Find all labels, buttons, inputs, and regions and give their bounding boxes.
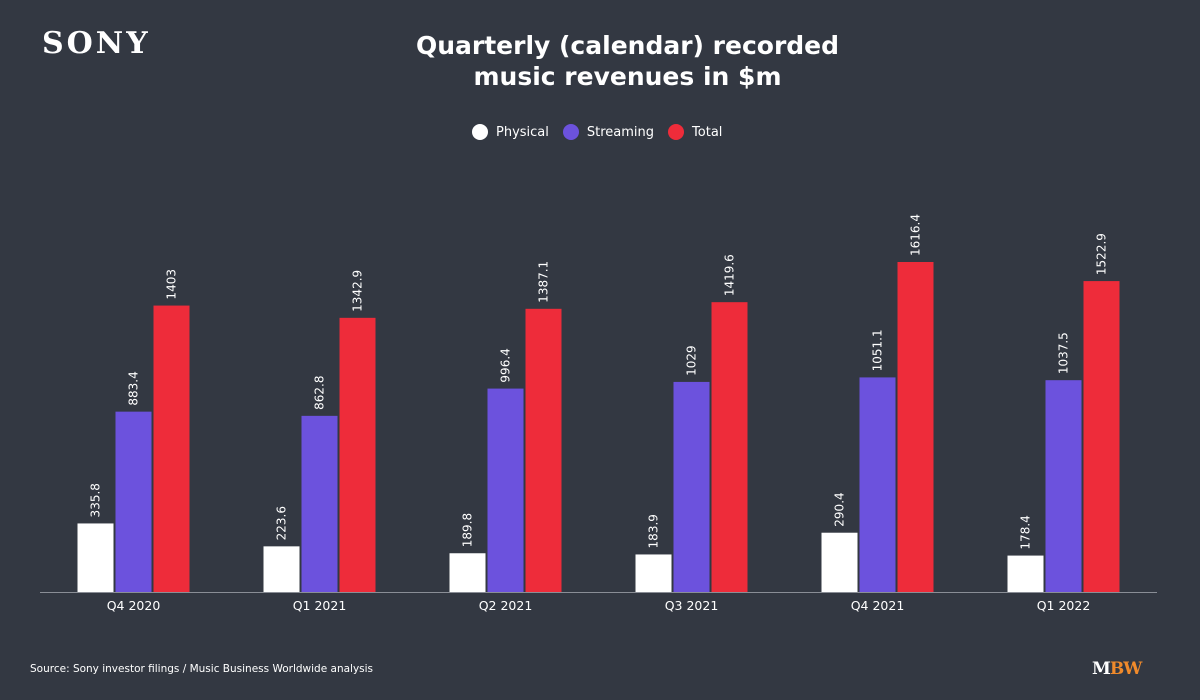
data-label-total-q1-2022: 1522.9 bbox=[1095, 233, 1109, 275]
bar-total-q1-2021[interactable] bbox=[339, 317, 376, 592]
x-tick-label: Q4 2021 bbox=[851, 598, 905, 613]
data-label-physical-q1-2021: 223.6 bbox=[275, 506, 289, 540]
bar-streaming-q2-2021[interactable] bbox=[487, 388, 524, 592]
data-label-streaming-q1-2021: 862.8 bbox=[313, 375, 327, 409]
data-label-total-q4-2020: 1403 bbox=[165, 269, 179, 300]
legend-dot-streaming bbox=[562, 124, 579, 140]
bar-physical-q1-2021[interactable] bbox=[263, 546, 300, 592]
chart-legend: Physical Streaming Total bbox=[472, 124, 736, 140]
data-label-streaming-q1-2022: 1037.5 bbox=[1057, 332, 1071, 374]
data-label-physical-q4-2021: 290.4 bbox=[833, 492, 847, 526]
data-label-physical-q1-2022: 178.4 bbox=[1019, 515, 1033, 549]
bar-physical-q4-2020[interactable] bbox=[77, 523, 114, 592]
data-label-streaming-q3-2021: 1029 bbox=[685, 345, 699, 376]
mbw-logo-bw: BW bbox=[1109, 659, 1142, 679]
legend-label-total: Total bbox=[692, 124, 723, 140]
data-label-streaming-q4-2020: 883.4 bbox=[127, 371, 141, 405]
bar-total-q3-2021[interactable] bbox=[711, 302, 748, 592]
bar-physical-q4-2021[interactable] bbox=[821, 532, 858, 592]
legend-item-physical[interactable]: Physical bbox=[472, 124, 549, 140]
x-tick-label: Q2 2021 bbox=[479, 598, 533, 613]
bar-total-q1-2022[interactable] bbox=[1083, 281, 1120, 592]
data-label-physical-q3-2021: 183.9 bbox=[647, 514, 661, 548]
legend-dot-physical bbox=[472, 124, 488, 140]
bar-streaming-q4-2020[interactable] bbox=[115, 411, 152, 592]
bar-physical-q2-2021[interactable] bbox=[449, 553, 486, 592]
legend-label-streaming: Streaming bbox=[586, 124, 655, 140]
legend-item-streaming[interactable]: Streaming bbox=[562, 124, 655, 140]
x-tick-label: Q4 2020 bbox=[107, 598, 161, 613]
bar-streaming-q3-2021[interactable] bbox=[673, 381, 710, 592]
x-tick-label: Q1 2021 bbox=[293, 598, 347, 613]
data-label-total-q2-2021: 1387.1 bbox=[537, 261, 551, 303]
x-tick-label: Q3 2021 bbox=[665, 598, 719, 613]
mbw-logo: MBW bbox=[1092, 659, 1142, 679]
data-label-total-q3-2021: 1419.6 bbox=[723, 254, 737, 296]
bar-physical-q3-2021[interactable] bbox=[635, 554, 672, 592]
bar-total-q4-2021[interactable] bbox=[897, 262, 934, 592]
bar-streaming-q1-2022[interactable] bbox=[1045, 380, 1082, 592]
chart-title-line-1: Quarterly (calendar) recorded bbox=[415, 31, 840, 60]
data-label-total-q4-2021: 1616.4 bbox=[909, 214, 923, 256]
mbw-logo-m: M bbox=[1092, 659, 1111, 679]
data-label-physical-q2-2021: 189.8 bbox=[461, 513, 475, 547]
legend-dot-total bbox=[668, 124, 685, 140]
source-note: Source: Sony investor filings / Music Bu… bbox=[30, 663, 374, 675]
legend-label-physical: Physical bbox=[496, 124, 549, 140]
bar-streaming-q1-2021[interactable] bbox=[301, 415, 338, 592]
data-label-streaming-q4-2021: 1051.1 bbox=[871, 329, 885, 371]
chart-title: Quarterly (calendar) recorded music reve… bbox=[0, 30, 1200, 92]
x-tick-label: Q1 2022 bbox=[1037, 598, 1091, 613]
sony-logo: SONY bbox=[42, 26, 151, 61]
chart-title-line-2: music revenues in $m bbox=[473, 62, 782, 91]
bar-total-q2-2021[interactable] bbox=[525, 308, 562, 592]
bar-total-q4-2020[interactable] bbox=[153, 305, 190, 592]
legend-item-total[interactable]: Total bbox=[668, 124, 722, 140]
data-label-streaming-q2-2021: 996.4 bbox=[499, 348, 513, 382]
data-label-total-q1-2021: 1342.9 bbox=[351, 270, 365, 312]
bar-physical-q1-2022[interactable] bbox=[1007, 555, 1044, 592]
data-label-physical-q4-2020: 335.8 bbox=[89, 483, 103, 517]
bar-streaming-q4-2021[interactable] bbox=[859, 377, 896, 592]
